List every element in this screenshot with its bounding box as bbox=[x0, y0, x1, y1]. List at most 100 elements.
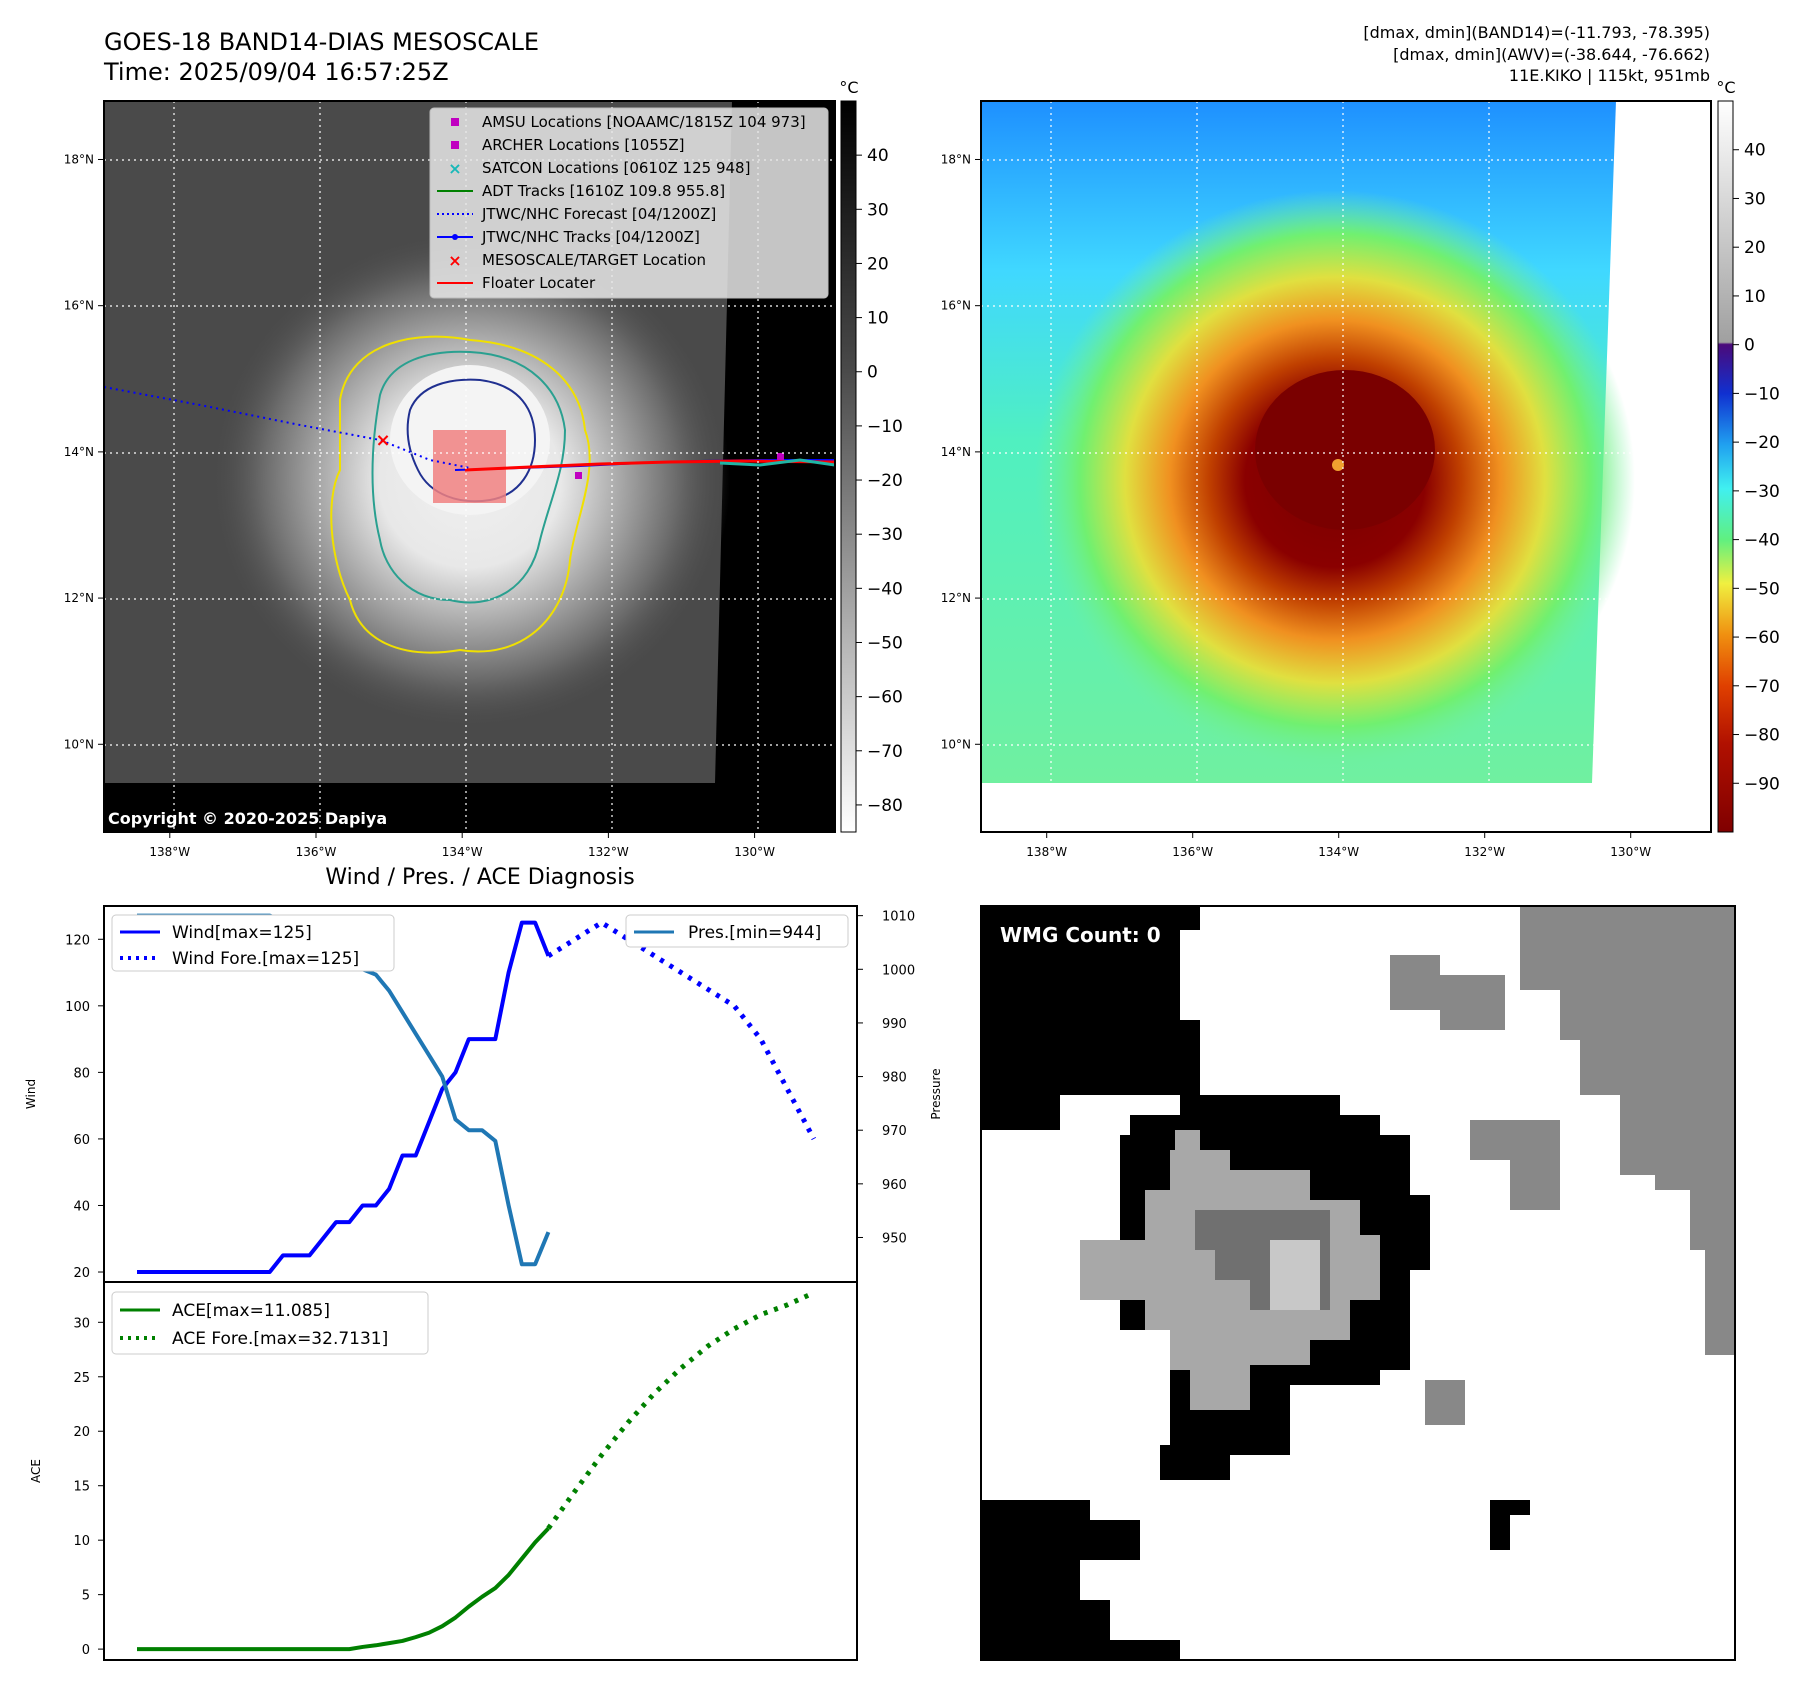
colorbar-tick-label: 0 bbox=[1744, 336, 1755, 356]
awv-cold-core bbox=[1255, 370, 1435, 530]
colorbar-tick-label: −60 bbox=[1744, 628, 1780, 648]
pres-legend-label: Pres.[min=944] bbox=[688, 923, 821, 943]
awv-colorbar-unit: °C bbox=[1716, 78, 1735, 97]
pres-tick-label: 990 bbox=[882, 1017, 907, 1032]
series-line-1 bbox=[547, 920, 817, 1141]
colorbar-tick-label: −30 bbox=[1744, 482, 1780, 502]
lat-tick-label: 14°N bbox=[941, 445, 971, 459]
ace-legend-label: ACE[max=11.085] bbox=[172, 1301, 330, 1321]
awv-stats: [dmax, dmin](AWV)=(-38.644, -76.662) bbox=[1393, 45, 1710, 64]
awv-map-panel bbox=[980, 100, 1712, 833]
ace-tick-label: 25 bbox=[73, 1371, 90, 1386]
storm-info: 11E.KIKO | 115kt, 951mb bbox=[1509, 66, 1710, 85]
lat-tick-label: 10°N bbox=[941, 737, 971, 751]
wind-legend-box bbox=[111, 914, 395, 972]
colorbar-tick-label: 40 bbox=[867, 146, 889, 166]
legend-item-label: ARCHER Locations [1055Z] bbox=[482, 136, 685, 154]
legend-marker-square bbox=[451, 118, 459, 126]
ace-tick-label: 0 bbox=[82, 1643, 90, 1658]
awv-eye-marker bbox=[1332, 459, 1344, 471]
wmg-gray-east bbox=[1470, 1120, 1560, 1210]
lat-tick-label: 16°N bbox=[941, 299, 971, 313]
colorbar-tick-label: −30 bbox=[867, 525, 903, 545]
colorbar-tick-label: 40 bbox=[1744, 141, 1766, 161]
colorbar-tick-label: −40 bbox=[867, 579, 903, 599]
legend-marker-x: × bbox=[448, 251, 461, 270]
wmg-black-blob bbox=[1030, 1520, 1070, 1550]
copyright-label: Copyright © 2020-2025 Dapiya bbox=[108, 809, 387, 828]
wmg-eye bbox=[1270, 1240, 1320, 1310]
pres-legend: Pres.[min=944] bbox=[625, 914, 849, 948]
lon-tick-label: 138°W bbox=[1026, 845, 1067, 859]
lat-tick-label: 10°N bbox=[64, 737, 94, 751]
ir-map-frame bbox=[103, 100, 836, 833]
colorbar-tick-label: −20 bbox=[867, 471, 903, 491]
lon-tick-label: 130°W bbox=[1610, 845, 1651, 859]
lon-tick-label: 136°W bbox=[1172, 845, 1213, 859]
colorbar-tick-label: 10 bbox=[867, 309, 889, 329]
ace-legend: ACE[max=11.085] ACE Fore.[max=32.7131] bbox=[111, 1291, 429, 1355]
amsu-location-marker bbox=[575, 472, 582, 479]
wind-tick-label: 100 bbox=[65, 1000, 90, 1015]
band14-stats: [dmax, dmin](BAND14)=(-11.793, -78.395) bbox=[1363, 23, 1710, 42]
legend-item-label: JTWC/NHC Forecast [04/1200Z] bbox=[481, 205, 716, 223]
wind-legend: Wind[max=125] Wind Fore.[max=125] bbox=[111, 914, 395, 972]
colorbar-tick-label: −10 bbox=[1744, 384, 1780, 404]
ace-tick-label: 15 bbox=[73, 1480, 90, 1495]
colorbar-tick-label: −70 bbox=[867, 742, 903, 762]
lat-tick-label: 18°N bbox=[941, 152, 971, 166]
colorbar-tick-label: 20 bbox=[1744, 238, 1766, 258]
pres-tick-label: 980 bbox=[882, 1071, 907, 1086]
ir-contour-teal bbox=[371, 350, 567, 604]
colorbar-tick-label: −80 bbox=[867, 796, 903, 816]
ace-tick-label: 5 bbox=[82, 1589, 90, 1604]
ace-legend-box bbox=[111, 1291, 429, 1355]
map-legend: AMSU Locations [NOAAMC/1815Z 104 973] ARC… bbox=[429, 107, 829, 299]
colorbar-tick-label: −60 bbox=[867, 688, 903, 708]
lat-tick-label: 12°N bbox=[941, 591, 971, 605]
pres-tick-label: 950 bbox=[882, 1231, 907, 1246]
wmg-gray-north bbox=[1390, 955, 1505, 1030]
floater-locater-track bbox=[464, 459, 835, 472]
lon-tick-label: 132°W bbox=[1464, 845, 1505, 859]
wmg-black-west bbox=[981, 1020, 1060, 1130]
awv-map-frame bbox=[980, 100, 1712, 833]
archer-location-marker bbox=[777, 453, 784, 460]
colorbar-tick-label: −70 bbox=[1744, 677, 1780, 697]
pres-tick-label: 1000 bbox=[882, 963, 915, 978]
wind-axis-label: Wind bbox=[24, 1079, 38, 1109]
floater-locater-box bbox=[433, 430, 506, 503]
awv-colorbar: °C 40 30 20 10 0 −10 −20 −30 −40 −50 −60 −70 −80 −90 bbox=[1716, 78, 1780, 833]
colorbar-tick-label: 30 bbox=[867, 200, 889, 220]
lon-tick-label: 134°W bbox=[1318, 845, 1359, 859]
lat-tick-label: 16°N bbox=[64, 299, 94, 313]
ace-tick-label: 10 bbox=[73, 1534, 90, 1549]
lon-tick-label: 132°W bbox=[588, 845, 629, 859]
wmg-panel: WMG Count: 0 bbox=[980, 905, 1736, 1661]
lon-tick-label: 130°W bbox=[734, 845, 775, 859]
lat-tick-label: 14°N bbox=[64, 445, 94, 459]
legend-item-label: ADT Tracks [1610Z 109.8 955.8] bbox=[482, 182, 725, 200]
colorbar-tick-label: 30 bbox=[1744, 189, 1766, 209]
wind-tick-label: 80 bbox=[73, 1066, 90, 1081]
ace-tick-label: 30 bbox=[73, 1316, 90, 1331]
wmg-count-label: WMG Count: 0 bbox=[1000, 923, 1161, 947]
lon-tick-label: 136°W bbox=[296, 845, 337, 859]
legend-marker-square bbox=[451, 141, 459, 149]
figure-title: GOES-18 BAND14-DIAS MESOSCALE bbox=[104, 28, 539, 56]
map-legend-box bbox=[429, 107, 829, 299]
legend-item-label: Floater Locater bbox=[482, 274, 596, 292]
pres-tick-label: 970 bbox=[882, 1124, 907, 1139]
wmg-frame bbox=[980, 905, 1736, 1661]
colorbar-tick-label: −50 bbox=[1744, 579, 1780, 599]
ir-contour-yellow bbox=[330, 335, 591, 654]
ace-series-line-0 bbox=[137, 1526, 550, 1652]
lon-tick-label: 134°W bbox=[442, 845, 483, 859]
colorbar-tick-label: 0 bbox=[867, 363, 878, 383]
lat-tick-label: 12°N bbox=[64, 591, 94, 605]
wmg-gray-south bbox=[1425, 1380, 1465, 1425]
wind-tick-label: 20 bbox=[73, 1266, 90, 1281]
colorbar-tick-label: 10 bbox=[1744, 287, 1766, 307]
colorbar-tick-label: −40 bbox=[1744, 531, 1780, 551]
ir-colorbar-unit: °C bbox=[839, 78, 858, 97]
